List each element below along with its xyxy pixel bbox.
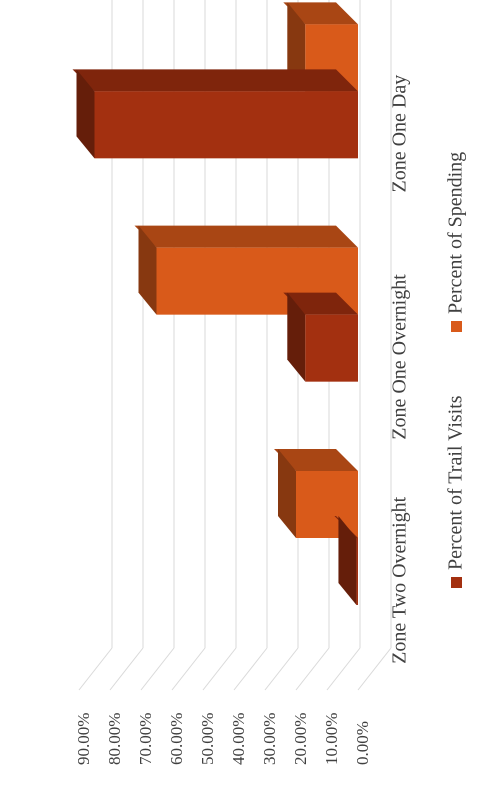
y-tick-label: 40.00% <box>229 713 248 765</box>
gridline-floor <box>357 647 392 691</box>
bar-end-face <box>278 449 296 538</box>
bar-top-face <box>283 292 358 315</box>
gridline-floor <box>295 647 330 691</box>
bar-top-face <box>283 2 358 25</box>
bar-end-face <box>138 225 157 315</box>
y-tick-label: 10.00% <box>322 713 341 765</box>
bar-front-face <box>296 471 358 538</box>
gridline-floor <box>78 647 113 691</box>
bar-end-face <box>76 69 95 159</box>
x-tick-label: Zone One Overnight <box>389 274 411 440</box>
bar <box>283 292 358 382</box>
legend-swatch <box>451 577 462 588</box>
bar <box>72 69 358 159</box>
bar <box>134 225 358 315</box>
gridline-floor <box>109 647 144 691</box>
bars <box>72 2 358 605</box>
gridline-floor <box>171 647 206 691</box>
value-axis: 0.00% 10.00% 20.00% 30.00% 40.00% 50.00% 60.00… <box>74 713 372 765</box>
bar <box>274 449 358 538</box>
bar-front-face <box>305 314 358 382</box>
legend-label: Percent of Spending <box>445 152 467 314</box>
bar-end-face <box>287 292 306 382</box>
gridline-floor <box>326 647 361 691</box>
y-tick-label: 30.00% <box>260 713 279 765</box>
x-tick-label: Zone One Day <box>389 75 411 193</box>
gridline-floor <box>202 647 237 691</box>
y-tick-label: 0.00% <box>353 721 372 765</box>
category-axis: Zone One Day Zone One Overnight Zone Two O… <box>389 75 411 664</box>
y-tick-label: 90.00% <box>74 713 93 765</box>
legend-label: Percent of Trail Visits <box>445 395 467 570</box>
y-tick-label: 50.00% <box>198 713 217 765</box>
bar <box>334 516 358 605</box>
bar-top-face <box>274 449 358 471</box>
legend: Percent of Trail Visits Percent of Spendi… <box>445 152 467 588</box>
gridline-floor <box>233 647 268 691</box>
y-tick-label: 70.00% <box>136 713 155 765</box>
bar-top-face <box>72 69 358 92</box>
bar-front-face <box>356 538 358 605</box>
y-tick-label: 20.00% <box>291 713 310 765</box>
legend-swatch <box>451 321 462 332</box>
y-tick-label: 60.00% <box>167 713 186 765</box>
bar-top-face <box>134 225 358 248</box>
gridline-floor <box>140 647 175 691</box>
bar-end-face <box>287 2 306 92</box>
bar-end-face <box>338 516 357 605</box>
x-tick-label: Zone Two Overnight <box>389 496 411 664</box>
bar-front-face <box>94 91 358 159</box>
y-tick-label: 80.00% <box>105 713 124 765</box>
gridline-floor <box>264 647 299 691</box>
